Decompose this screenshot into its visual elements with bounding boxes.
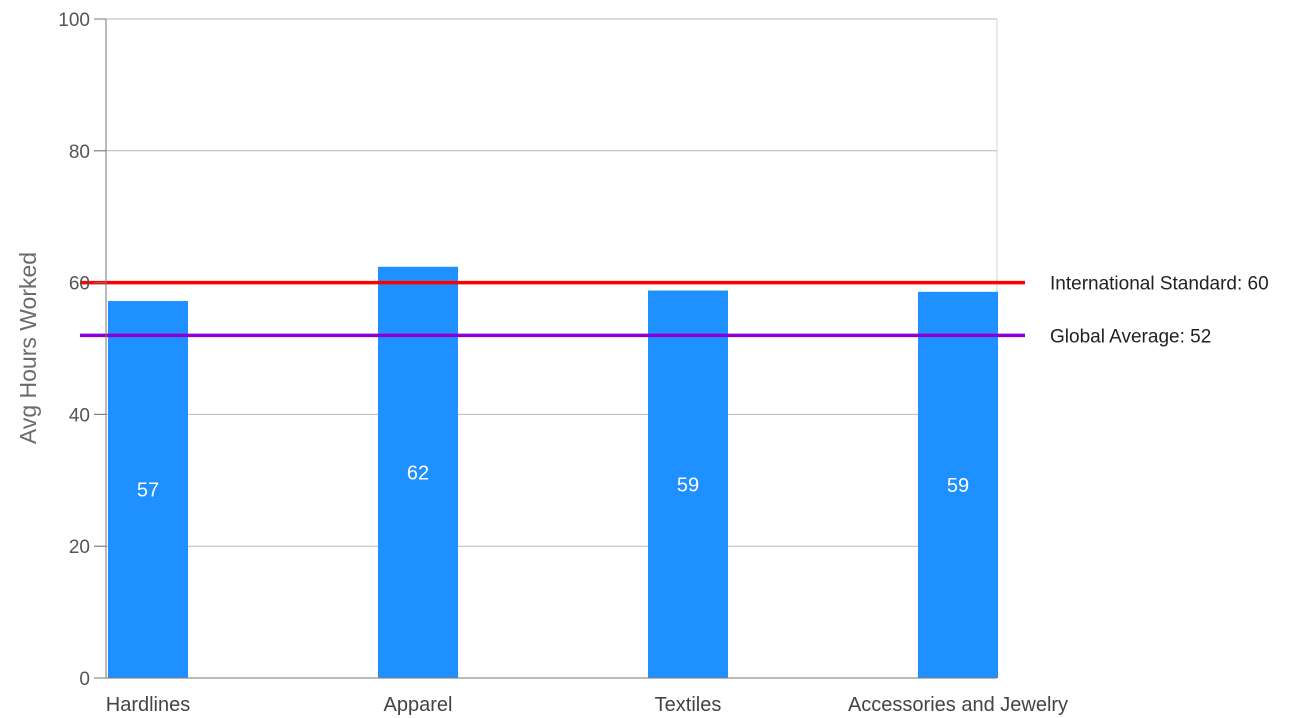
bar-value-label: 59 xyxy=(947,475,969,497)
axes-layer xyxy=(94,18,997,679)
x-category-label: Textiles xyxy=(655,694,722,716)
y-tick-label: 80 xyxy=(69,142,90,163)
y-tick-label: 0 xyxy=(79,669,90,690)
x-category-label: Apparel xyxy=(384,694,453,716)
bar xyxy=(648,290,728,678)
bar xyxy=(918,291,998,678)
y-tick-label: 40 xyxy=(69,405,90,426)
bar xyxy=(108,301,188,678)
labels-layer: 0 20 40 60 80 100 57 Hardlines 62 Apparel 59 Textil… xyxy=(58,10,1268,716)
x-category-label: Accessories and Jewelry xyxy=(848,694,1068,716)
reference-line-label: Global Average: 52 xyxy=(1050,326,1211,347)
y-tick-label: 60 xyxy=(69,274,90,295)
x-category-label: Hardlines xyxy=(106,694,190,716)
grid-layer xyxy=(94,18,998,678)
bars-layer xyxy=(108,266,998,678)
y-tick-label: 20 xyxy=(69,537,90,558)
bar-value-label: 62 xyxy=(407,462,429,484)
reference-lines-layer xyxy=(80,280,1025,338)
bar-value-label: 57 xyxy=(137,480,159,502)
reference-line-label: International Standard: 60 xyxy=(1050,274,1269,295)
y-tick-label: 100 xyxy=(58,10,90,31)
bar-value-label: 59 xyxy=(677,474,699,496)
y-axis-title: Avg Hours Worked xyxy=(15,252,41,444)
